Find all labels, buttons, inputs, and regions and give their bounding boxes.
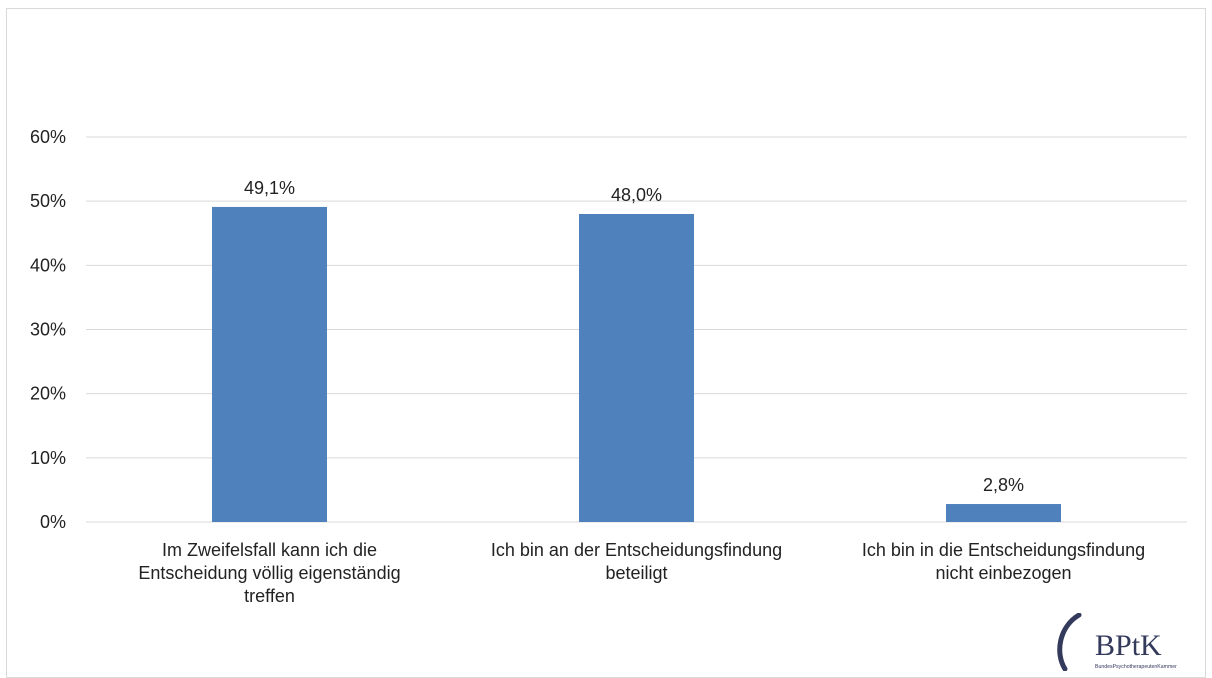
data-label: 48,0% [611, 185, 662, 205]
logo-subtext: BundesPsychotherapeutenKammer [1095, 664, 1177, 670]
logo-arc-icon [1057, 613, 1082, 671]
logo-text: BPtK [1095, 629, 1162, 662]
y-axis-tick-labels: 0% 10% 20% 30% 40% 50% 60% [30, 127, 66, 532]
bar [579, 214, 694, 522]
bptk-logo: BPtK BundesPsychotherapeutenKammer [1057, 613, 1177, 671]
category-label: Ich bin an der Entscheidungsfindung betei… [491, 540, 782, 583]
category-label: Im Zweifelsfall kann ich die Entscheidung… [138, 540, 400, 606]
bars [212, 206, 1061, 523]
bar [946, 504, 1061, 522]
y-tick-label: 10% [30, 448, 66, 468]
category-label: Ich bin in die Entscheidungsfindung nicht… [862, 540, 1145, 583]
y-tick-label: 30% [30, 320, 66, 340]
y-tick-label: 60% [30, 127, 66, 147]
category-labels: Im Zweifelsfall kann ich die Entscheidung… [138, 540, 1145, 606]
data-labels: 49,1% 48,0% 2,8% [244, 178, 1024, 495]
data-label: 49,1% [244, 178, 295, 198]
y-tick-label: 20% [30, 384, 66, 404]
y-tick-label: 50% [30, 191, 66, 211]
bar [212, 206, 327, 523]
data-label: 2,8% [983, 475, 1024, 495]
y-tick-label: 0% [40, 512, 66, 532]
y-tick-label: 40% [30, 255, 66, 275]
